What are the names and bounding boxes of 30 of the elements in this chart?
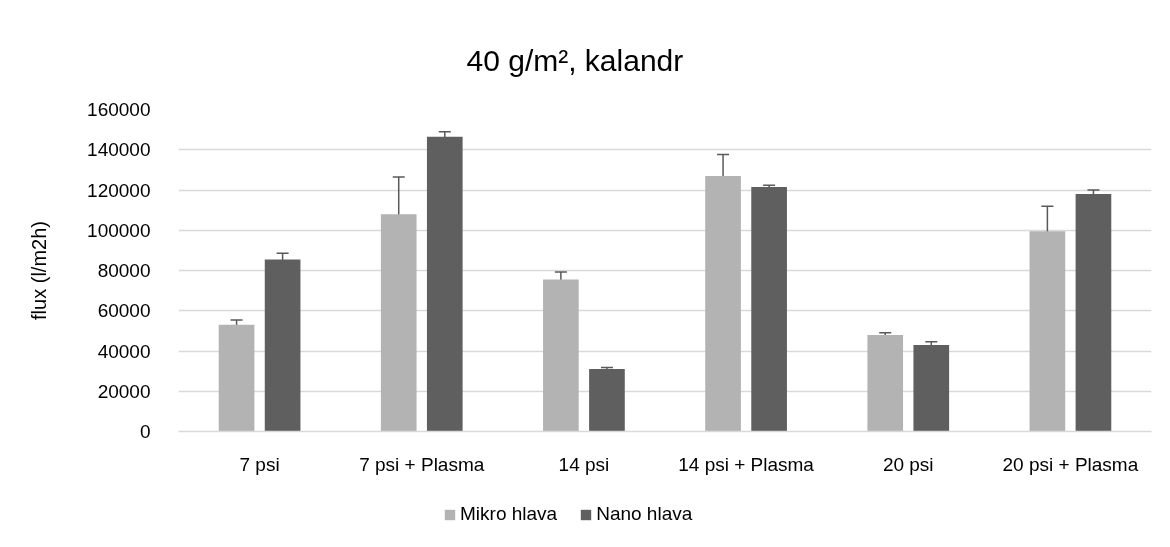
bar bbox=[705, 175, 741, 432]
x-tick-label: 7 psi bbox=[239, 453, 280, 475]
bar bbox=[1075, 194, 1112, 432]
y-tick-label: 80000 bbox=[97, 260, 151, 281]
bar bbox=[867, 334, 904, 432]
x-tick-label: 7 psi + Plasma bbox=[359, 453, 485, 475]
y-tick-label: 100000 bbox=[87, 219, 151, 241]
x-tick-label: 14 psi + Plasma bbox=[678, 453, 815, 475]
chart-title: 40 g/m², kalandr bbox=[466, 43, 684, 77]
legend-label: Nano hlava bbox=[596, 503, 693, 525]
bar bbox=[589, 369, 625, 432]
y-tick-label: 40000 bbox=[97, 340, 151, 362]
bar bbox=[913, 344, 950, 432]
x-tick-label: 14 psi bbox=[558, 453, 610, 475]
x-tick-label: 20 psi + Plasma bbox=[1002, 453, 1139, 475]
x-tick-label: 20 psi bbox=[882, 453, 934, 475]
bar bbox=[543, 279, 579, 432]
bar bbox=[1029, 231, 1066, 432]
bar bbox=[218, 324, 255, 432]
y-tick-label: 0 bbox=[139, 421, 151, 442]
bar bbox=[751, 186, 787, 432]
bar bbox=[426, 136, 463, 432]
y-tick-label: 160000 bbox=[87, 99, 151, 120]
bar bbox=[380, 214, 417, 432]
y-tick-label: 140000 bbox=[87, 139, 151, 161]
y-axis-title: flux (l/m2h) bbox=[28, 221, 51, 320]
legend-label: Mikro hlava bbox=[460, 503, 558, 525]
y-tick-label: 120000 bbox=[87, 179, 151, 201]
y-tick-label: 60000 bbox=[97, 300, 151, 322]
y-tick-label: 20000 bbox=[97, 380, 151, 402]
